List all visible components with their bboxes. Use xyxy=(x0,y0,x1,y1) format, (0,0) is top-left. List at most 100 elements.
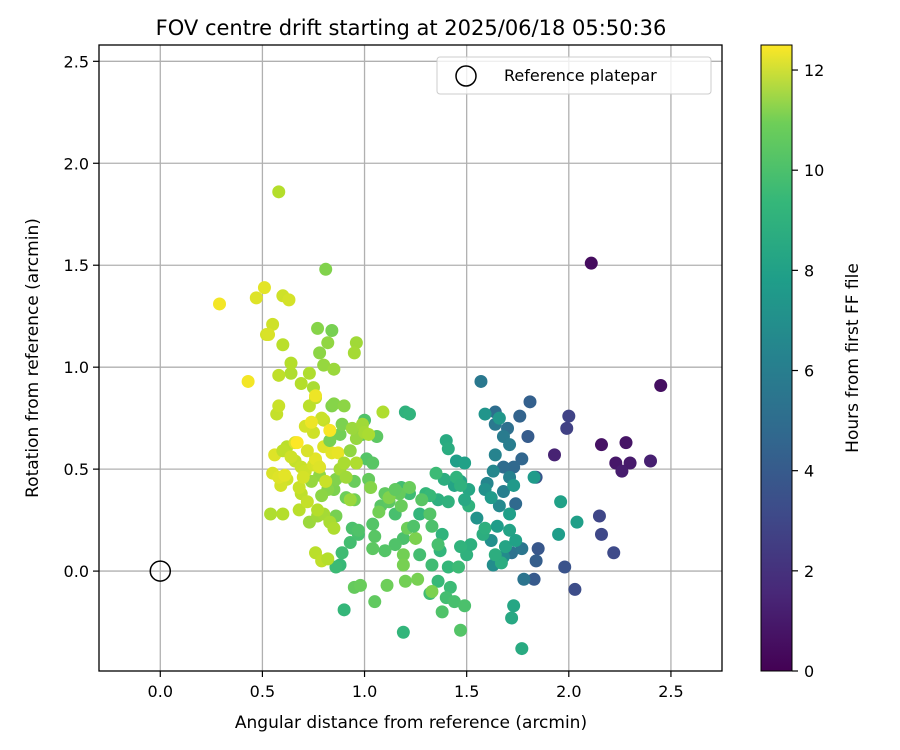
data-point xyxy=(311,321,325,335)
data-point xyxy=(523,395,537,409)
colorbar-tick-label: 12 xyxy=(804,61,824,80)
data-point xyxy=(615,464,629,478)
data-point xyxy=(300,444,314,458)
data-point xyxy=(503,438,517,452)
y-tick-label: 0.5 xyxy=(64,460,89,479)
data-point xyxy=(343,493,357,507)
data-point xyxy=(323,423,337,437)
data-point xyxy=(241,374,255,388)
data-point xyxy=(441,495,455,509)
data-point xyxy=(458,599,472,613)
reference-marker xyxy=(149,560,172,582)
data-point xyxy=(315,489,329,503)
data-point xyxy=(486,464,500,478)
data-point xyxy=(509,497,523,511)
colorbar-tick-label: 8 xyxy=(804,261,814,280)
data-point xyxy=(470,511,484,525)
x-axis-ticks: 0.0 0.5 1.0 1.5 2.0 2.5 xyxy=(148,671,684,701)
data-point xyxy=(619,436,633,450)
data-point xyxy=(300,495,314,509)
data-point xyxy=(317,358,331,372)
y-tick-label: 2.5 xyxy=(64,52,89,71)
data-point xyxy=(276,338,290,352)
data-point xyxy=(213,297,227,311)
data-point xyxy=(337,456,351,470)
data-point xyxy=(329,560,343,574)
data-point xyxy=(257,281,271,295)
data-point xyxy=(568,582,582,596)
data-point xyxy=(441,442,455,456)
data-point xyxy=(515,642,529,656)
data-point xyxy=(492,499,506,513)
data-point xyxy=(378,544,392,558)
x-tick-label: 2.0 xyxy=(556,682,581,701)
colorbar-label: Hours from first FF file xyxy=(843,263,863,453)
data-point xyxy=(333,427,347,441)
data-point xyxy=(284,366,298,380)
data-point xyxy=(458,493,472,507)
colorbar-tick-label: 4 xyxy=(804,462,814,481)
data-point xyxy=(607,546,621,560)
data-point xyxy=(272,185,286,199)
x-tick-label: 0.5 xyxy=(250,682,275,701)
data-point xyxy=(435,527,449,541)
data-point xyxy=(478,407,492,421)
data-point xyxy=(362,427,376,441)
colorbar-tick-label: 10 xyxy=(804,161,824,180)
y-tick-label: 1.0 xyxy=(64,358,89,377)
x-tick-label: 1.0 xyxy=(352,682,377,701)
data-point xyxy=(402,407,416,421)
scatter-points xyxy=(213,185,668,656)
data-point xyxy=(290,436,304,450)
data-point xyxy=(272,368,286,382)
data-point xyxy=(347,346,361,360)
data-point xyxy=(492,411,506,425)
data-point xyxy=(325,323,339,337)
data-point xyxy=(337,603,351,617)
data-point xyxy=(353,578,367,592)
colorbar-tick-label: 6 xyxy=(804,362,814,381)
reference-point xyxy=(149,560,172,582)
x-tick-label: 0.0 xyxy=(148,682,173,701)
data-point xyxy=(562,409,576,423)
data-point xyxy=(366,456,380,470)
data-point xyxy=(407,519,421,533)
x-axis-label: Angular distance from reference (arcmin) xyxy=(235,713,587,733)
data-point xyxy=(402,480,416,494)
data-point xyxy=(454,478,468,492)
data-point xyxy=(513,409,527,423)
data-point xyxy=(411,572,425,586)
data-point xyxy=(276,507,290,521)
data-point xyxy=(592,509,606,523)
colorbar: 0 2 4 6 8 10 12 Hours from first FF file xyxy=(760,44,863,681)
colorbar-tick-label: 2 xyxy=(804,562,814,581)
data-point xyxy=(413,548,427,562)
data-point xyxy=(351,523,365,537)
data-point xyxy=(372,505,386,519)
data-point xyxy=(507,599,521,613)
data-point xyxy=(398,574,412,588)
data-point xyxy=(447,595,461,609)
data-point xyxy=(321,336,335,350)
data-point xyxy=(415,493,429,507)
data-point xyxy=(548,448,562,462)
data-point xyxy=(323,434,337,448)
data-point xyxy=(337,399,351,413)
data-point xyxy=(488,548,502,562)
data-point xyxy=(490,519,504,533)
data-point xyxy=(531,542,545,556)
y-tick-label: 0.0 xyxy=(64,562,89,581)
data-point xyxy=(309,389,323,403)
data-point xyxy=(335,546,349,560)
colorbar-ticks: 0 2 4 6 8 10 12 xyxy=(792,61,824,681)
data-point xyxy=(496,485,510,499)
chart-title: FOV centre drift starting at 2025/06/18 … xyxy=(156,16,667,40)
data-point xyxy=(345,421,359,435)
data-point xyxy=(478,521,492,535)
data-point xyxy=(498,540,512,554)
data-point xyxy=(409,531,423,545)
data-point xyxy=(464,538,478,552)
data-point xyxy=(380,578,394,592)
data-point xyxy=(425,584,439,598)
